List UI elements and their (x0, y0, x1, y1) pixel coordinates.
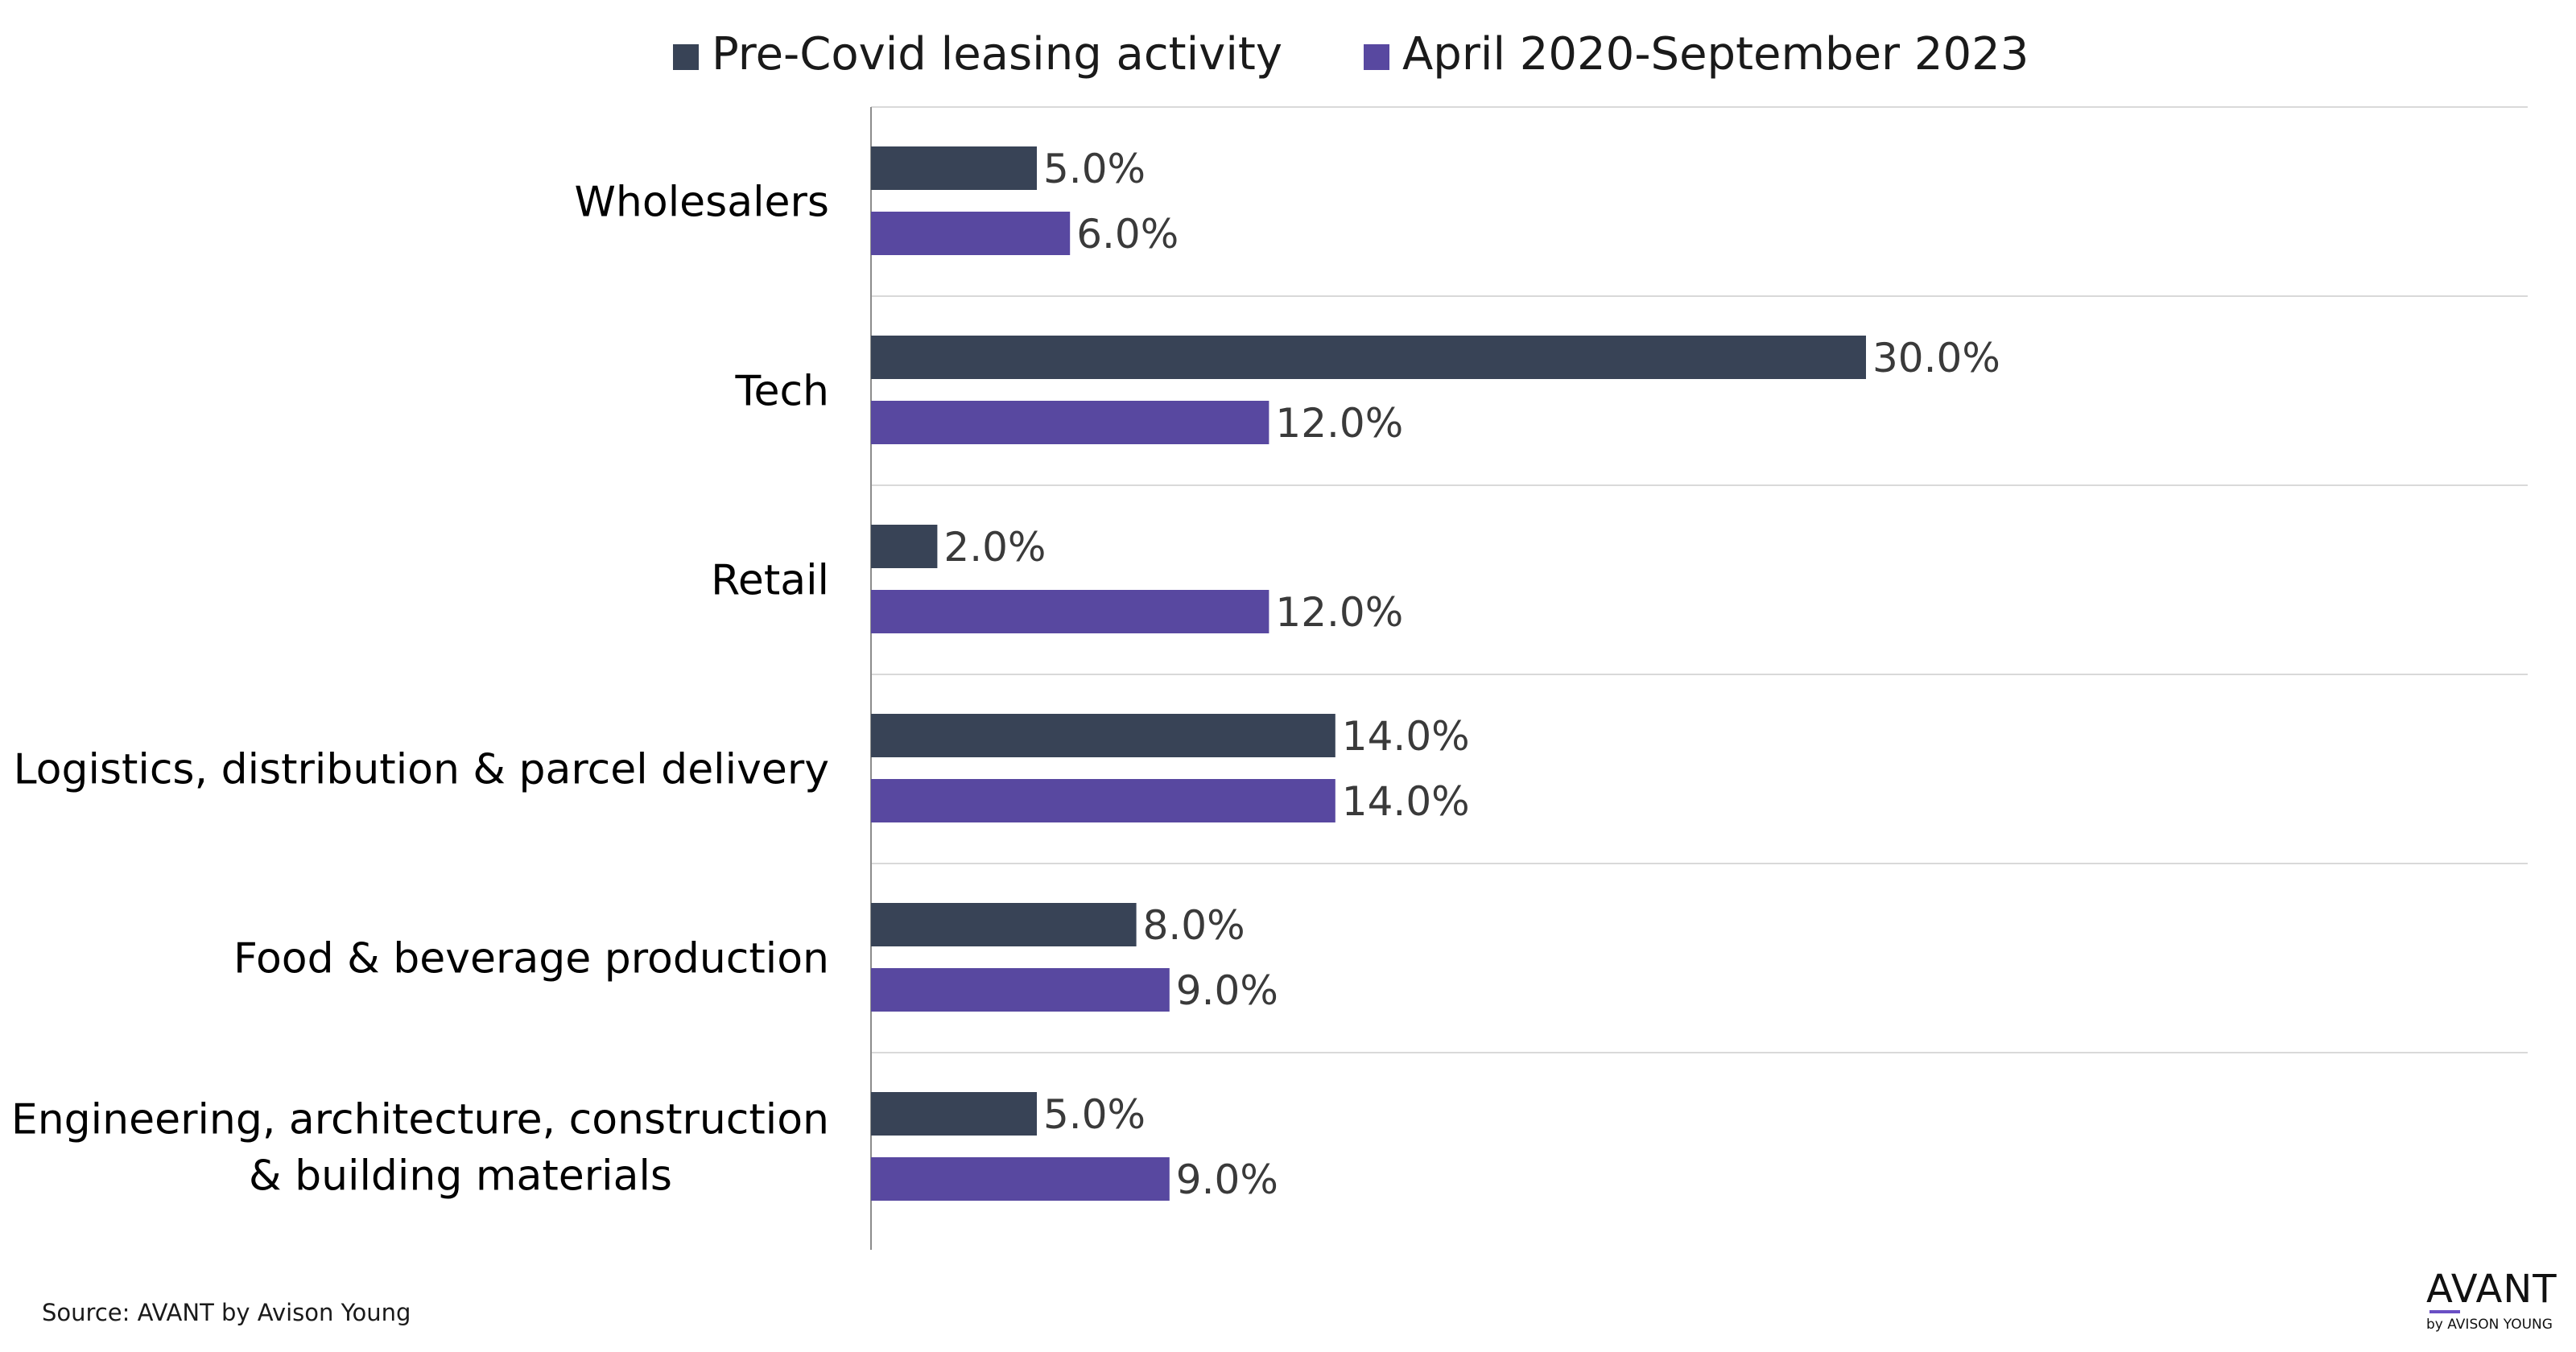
source-note: Source: AVANT by Avison Young (42, 1299, 411, 1326)
bar-series2-cat3 (871, 590, 1269, 633)
logo-wordmark: AVANT (2426, 1267, 2557, 1312)
data-label-series1-cat1: 5.0% (1043, 146, 1146, 192)
data-label-series2-cat2: 12.0% (1275, 400, 1403, 447)
bar-series2-cat6 (871, 1157, 1170, 1201)
category-label-1: Wholesalers (575, 179, 830, 227)
data-label-series1-cat5: 8.0% (1143, 902, 1245, 949)
logo-accent-bar (2429, 1310, 2460, 1313)
bar-series1-cat6 (871, 1092, 1037, 1136)
category-label-6-line2: & building materials (249, 1152, 672, 1201)
category-label-6-line1: Engineering, architecture, construction (11, 1096, 829, 1144)
data-label-series2-cat5: 9.0% (1176, 967, 1278, 1014)
bar-series1-cat5 (871, 903, 1137, 946)
data-label-series1-cat2: 30.0% (1872, 335, 2000, 381)
legend-label-1: Pre-Covid leasing activity (712, 28, 1282, 80)
bar-series1-cat1 (871, 146, 1037, 190)
data-label-series2-cat6: 9.0% (1176, 1156, 1278, 1203)
data-label-series2-cat1: 6.0% (1076, 211, 1179, 258)
legend-label-2: April 2020-September 2023 (1402, 28, 2029, 80)
bar-series2-cat1 (871, 212, 1071, 255)
legend-swatch-1 (673, 44, 699, 70)
bar-series1-cat3 (871, 525, 938, 568)
bar-series1-cat2 (871, 336, 1866, 379)
category-label-4: Logistics, distribution & parcel deliver… (14, 746, 829, 794)
bar-series1-cat4 (871, 714, 1335, 757)
legend-swatch-2 (1364, 44, 1389, 70)
data-label-series2-cat4: 14.0% (1342, 778, 1470, 825)
bar-series2-cat4 (871, 779, 1335, 822)
category-label-5: Food & beverage production (233, 935, 829, 983)
logo-subtitle: by AVISON YOUNG (2426, 1317, 2553, 1333)
category-label-3: Retail (711, 557, 829, 605)
category-label-2: Tech (735, 368, 829, 416)
data-label-series1-cat3: 2.0% (943, 524, 1046, 571)
data-label-series1-cat6: 5.0% (1043, 1091, 1146, 1138)
data-label-series1-cat4: 14.0% (1342, 713, 1470, 760)
bar-series2-cat2 (871, 401, 1269, 444)
data-label-series2-cat3: 12.0% (1275, 589, 1403, 636)
bar-series2-cat5 (871, 968, 1170, 1012)
avant-logo: AVANT by AVISON YOUNG (2426, 1268, 2563, 1333)
